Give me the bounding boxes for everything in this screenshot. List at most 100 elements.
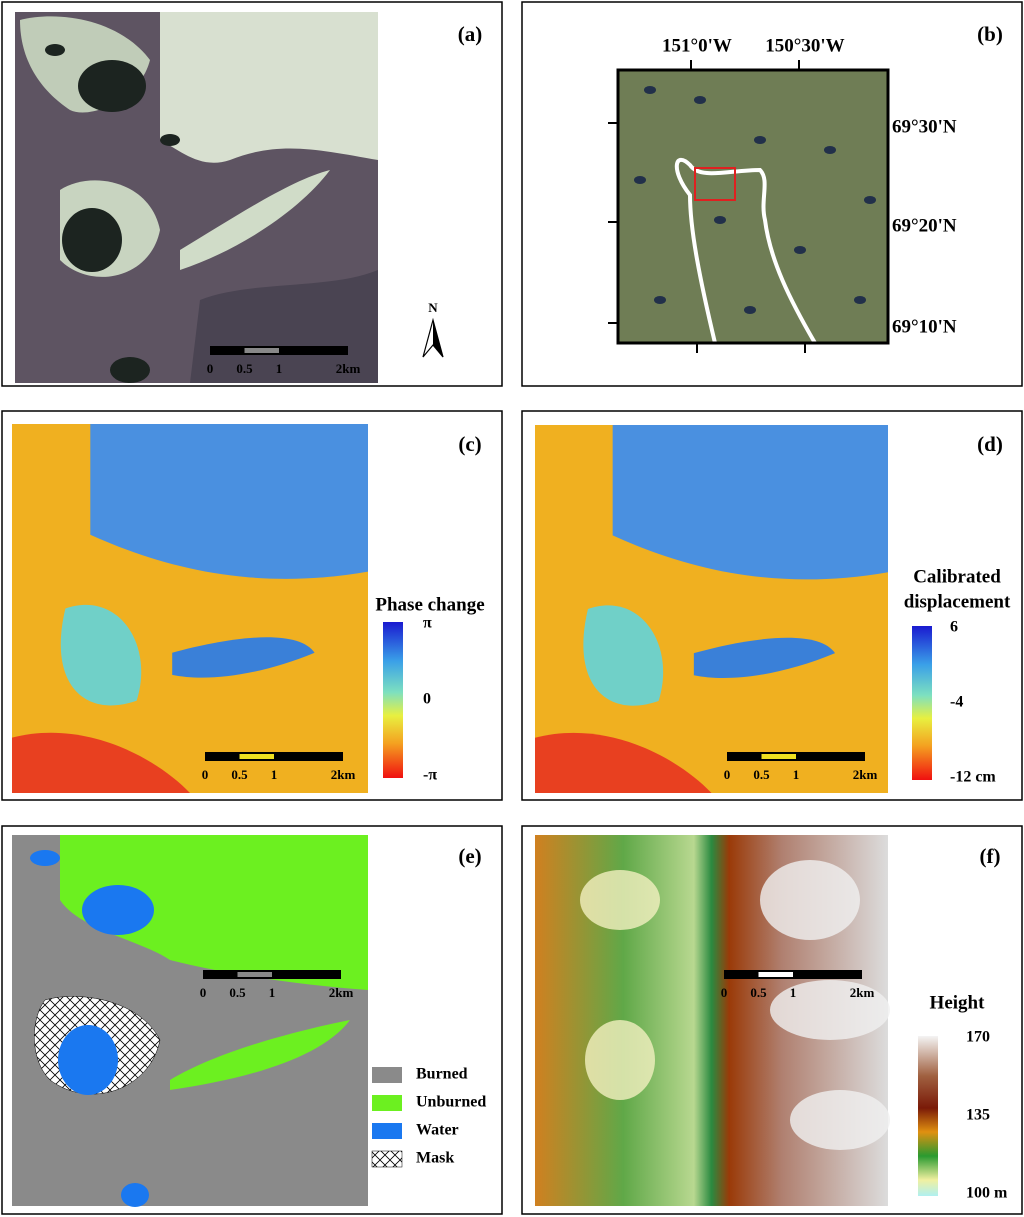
scale-label: 2km [336,361,361,376]
colorbar-label: -12 cm [950,769,996,786]
scale-bar-segment [244,348,279,353]
lake [864,196,876,204]
lake [644,86,656,94]
scale-label: 1 [790,985,797,1000]
colorbar-title: Phase change [375,594,484,615]
lat-label: 69°30'N [892,116,957,137]
scale-bar-segment [237,972,272,977]
scale-label: 2km [329,985,354,1000]
legend-swatch [372,1095,402,1111]
panel-frame [1,410,503,801]
panel-label: (d) [977,432,1003,456]
colorbar-title: Height [930,992,986,1013]
lat-label: 69°10'N [892,316,957,337]
scale-label: 1 [276,361,283,376]
panel-frame [1,825,503,1215]
colorbar-label: -π [423,767,437,784]
scale-label: 2km [331,767,356,782]
lake [110,357,150,383]
lake [654,296,666,304]
water [58,1025,118,1095]
lake [744,306,756,314]
dem-feature [760,860,860,940]
lon-label: 150°30'W [765,35,844,56]
panel-label: (b) [977,22,1003,46]
lake [854,296,866,304]
insar-blue [693,637,836,678]
water [121,1183,149,1207]
scale-label: 0 [200,985,207,1000]
scale-label: 0 [202,767,209,782]
dem-feature [580,870,660,930]
legend-swatch [371,1150,403,1168]
scale-label: 1 [793,767,800,782]
dem-feature [790,1090,890,1150]
water [30,850,60,866]
panel-label: (a) [458,22,483,46]
insar-cyan [60,604,142,706]
panel-frame [521,1,1023,387]
lat-label: 69°20'N [892,215,957,236]
lake [78,60,146,112]
insar-blue [90,424,368,579]
scale-label: 1 [269,985,276,1000]
lake [794,246,806,254]
colorbar-label: 100 m [966,1185,1008,1202]
colorbar-label: π [423,615,432,632]
legend-label: Water [416,1122,459,1139]
scale-label: 0 [721,985,728,1000]
colorbar [383,622,403,778]
scale-label: 2km [853,767,878,782]
insar-blue [172,637,315,678]
lake [694,96,706,104]
lake [45,44,65,56]
colorbar-label: 135 [966,1107,990,1124]
colorbar-label: 0 [423,691,431,708]
colorbar [918,1036,938,1196]
lon-label: 151°0'W [662,35,732,56]
map-frame [616,68,890,345]
unburned [170,1020,350,1090]
colorbar-label: 170 [966,1029,990,1046]
scale-label: 0.5 [229,985,246,1000]
colorbar-label: 6 [950,619,958,636]
scale-label: 1 [271,767,278,782]
scale-label: 0 [724,767,731,782]
legend-swatch [372,1123,402,1139]
insar-red [12,732,190,793]
panel-frame [521,410,1023,801]
insar-blue [612,425,888,580]
terrain [180,170,330,270]
legend-label: Unburned [416,1094,486,1111]
legend-label: Burned [416,1066,468,1083]
lake [714,216,726,224]
lake [634,176,646,184]
legend-label: Mask [416,1150,454,1167]
colorbar-title: displacement [904,591,1011,612]
lake [62,208,122,272]
scale-bar-segment [758,972,793,977]
colorbar [912,626,932,780]
scale-bar-segment [239,754,274,759]
colorbar-label: -4 [950,694,963,711]
north-arrow-fill [433,320,443,357]
dem-feature [585,1020,655,1100]
scale-label: 0.5 [753,767,770,782]
panel-frame [1,1,503,387]
insar-cyan [583,605,664,706]
panel-frame [521,825,1023,1215]
panel-label: (c) [458,432,481,456]
scale-label: 0.5 [236,361,253,376]
north-label: N [428,300,438,315]
study-outline [674,157,817,345]
unburned [60,835,368,990]
scale-label: 0.5 [750,985,767,1000]
panel-label: (e) [458,844,481,868]
insar-red [535,732,712,793]
legend-swatch [372,1067,402,1083]
lake [160,134,180,146]
scale-label: 2km [850,985,875,1000]
scale-label: 0.5 [231,767,248,782]
lake [824,146,836,154]
